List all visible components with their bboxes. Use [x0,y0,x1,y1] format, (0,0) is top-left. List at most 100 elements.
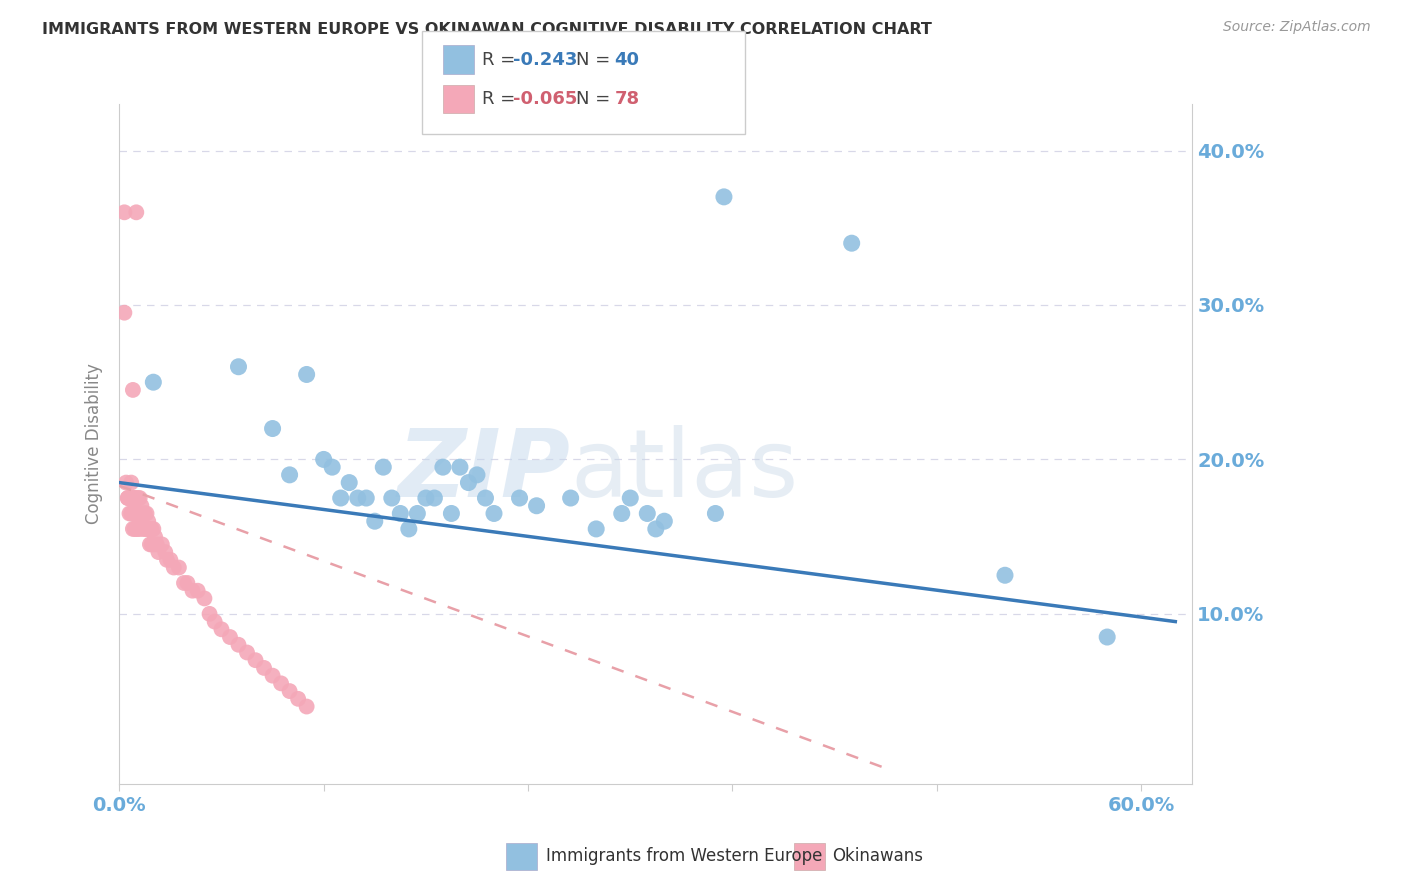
Point [381,491,404,505]
Point [346,491,368,505]
Point [560,491,582,505]
Point [139,522,162,536]
Point [713,190,735,204]
Point [432,460,454,475]
Text: N =: N = [576,90,616,108]
Point [312,452,335,467]
Point [329,491,352,505]
Point [148,545,170,559]
Point [449,460,471,475]
Point [193,591,215,606]
Point [124,522,146,536]
Point [112,205,135,219]
Point [125,507,148,521]
Point [132,522,155,536]
Point [142,522,165,536]
Point [134,507,156,521]
Point [135,507,157,521]
Point [354,491,377,505]
Point [120,507,142,521]
Point [406,507,429,521]
Point [173,576,195,591]
Text: atlas: atlas [569,425,799,517]
Text: Immigrants from Western Europe: Immigrants from Western Europe [546,847,823,865]
Point [156,553,179,567]
Point [122,507,145,521]
Point [198,607,221,621]
Point [128,491,150,505]
Point [142,375,165,389]
Point [155,545,177,559]
Point [278,467,301,482]
Text: 40: 40 [614,51,640,69]
Point [526,499,548,513]
Text: R =: R = [482,90,522,108]
Point [262,421,284,435]
Point [415,491,437,505]
Point [457,475,479,490]
Point [211,623,233,637]
Point [143,530,166,544]
Point [124,491,146,505]
Point [219,630,242,644]
Point [163,560,186,574]
Point [128,507,150,521]
Point [117,491,139,505]
Point [228,638,250,652]
Point [115,475,138,490]
Point [204,615,226,629]
Point [122,522,145,536]
Point [125,491,148,505]
Point [127,491,149,505]
Point [337,475,360,490]
Point [585,522,607,536]
Point [1095,630,1118,644]
Point [652,514,675,528]
Point [122,383,145,397]
Point [228,359,250,374]
Point [112,306,135,320]
Point [122,491,145,505]
Point [167,560,190,574]
Point [125,522,148,536]
Point [132,507,155,521]
Point [236,645,259,659]
Point [141,522,163,536]
Point [127,522,149,536]
Point [373,460,395,475]
Point [465,467,488,482]
Point [128,522,150,536]
Text: Source: ZipAtlas.com: Source: ZipAtlas.com [1223,20,1371,34]
Point [145,537,167,551]
Point [141,537,163,551]
Text: Okinawans: Okinawans [832,847,924,865]
Text: -0.243: -0.243 [513,51,578,69]
Point [636,507,658,521]
Point [118,507,141,521]
Point [278,684,301,698]
Text: R =: R = [482,51,522,69]
Point [176,576,198,591]
Point [841,236,863,251]
Point [253,661,276,675]
Point [364,514,387,528]
Point [127,507,149,521]
Point [125,205,148,219]
Text: IMMIGRANTS FROM WESTERN EUROPE VS OKINAWAN COGNITIVE DISABILITY CORRELATION CHAR: IMMIGRANTS FROM WESTERN EUROPE VS OKINAW… [42,22,932,37]
Point [120,475,142,490]
Point [474,491,496,505]
Point [287,691,309,706]
Point [187,583,209,598]
Point [262,668,284,682]
Point [610,507,633,521]
Text: ZIP: ZIP [396,425,569,517]
Point [181,583,204,598]
Point [389,507,412,521]
Point [139,537,162,551]
Point [159,553,181,567]
Text: -0.065: -0.065 [513,90,578,108]
Point [142,537,165,551]
Point [134,522,156,536]
Text: N =: N = [576,51,616,69]
Point [482,507,505,521]
